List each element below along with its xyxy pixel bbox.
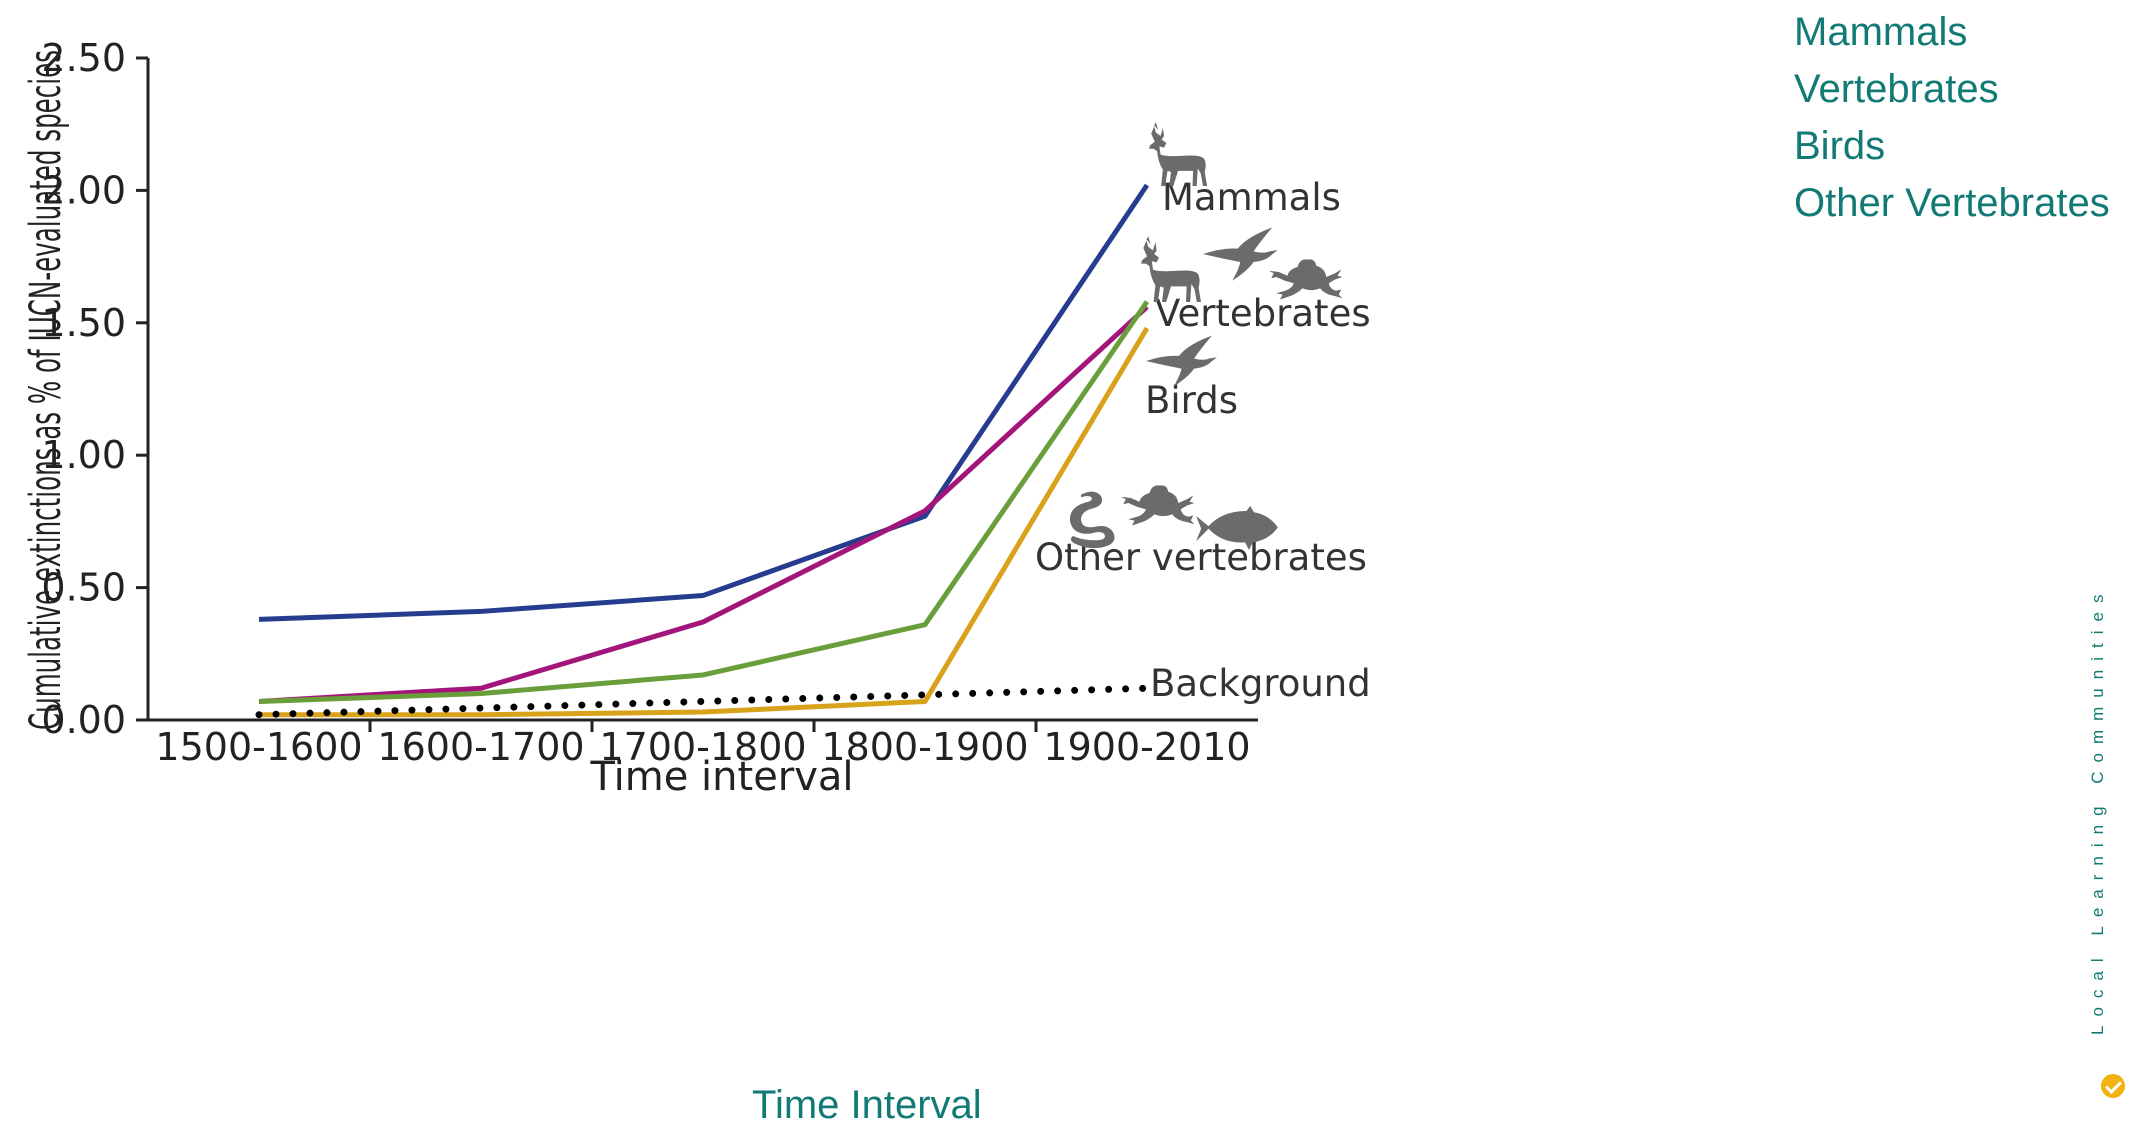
overlay-legend-mammals: Mammals (1794, 4, 2110, 61)
label-background: Background (1150, 662, 1371, 705)
x-tick-label: 1600-1700 (377, 725, 584, 769)
series-line-vertebrates (259, 307, 1147, 702)
brand-logo-icon (2101, 1074, 2125, 1098)
overlay-legend-birds: Birds (1794, 118, 2110, 175)
label-mammals: Mammals (1162, 176, 1341, 219)
side-branding-text: Local Learning Communities (2088, 586, 2108, 1035)
frog-icon (1121, 485, 1195, 525)
x-axis-title: Time interval (589, 754, 853, 800)
x-tick-label: 1900-2010 (1043, 725, 1250, 769)
series-line-birds (259, 302, 1147, 702)
x-tick-label: 1500-1600 (155, 725, 362, 769)
overlay-legend: Mammals Vertebrates Birds Other Vertebra… (1794, 4, 2110, 232)
swallow-icon (1203, 227, 1278, 280)
y-axis-title: Cumulative extinctions as % of IUCN-eval… (21, 50, 71, 730)
overlay-x-caption: Time Interval (752, 1082, 982, 1128)
overlay-legend-other-vertebrates: Other Vertebrates (1794, 175, 2110, 232)
label-birds: Birds (1145, 379, 1238, 422)
overlay-legend-vertebrates: Vertebrates (1794, 61, 2110, 118)
